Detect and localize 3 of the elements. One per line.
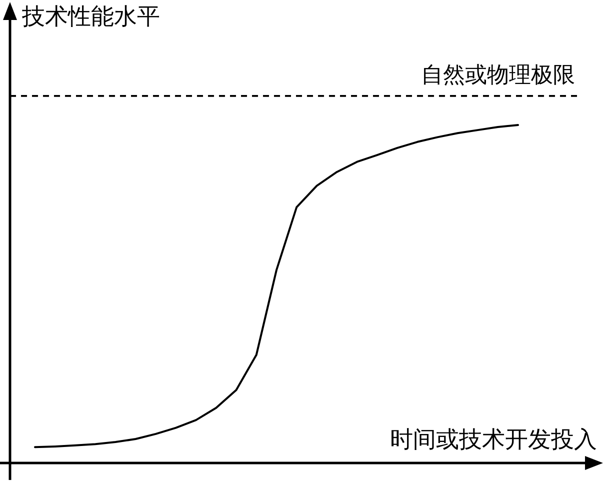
- y-axis-title: 技术性能水平: [21, 4, 160, 30]
- x-axis-title: 时间或技术开发投入: [390, 427, 597, 453]
- ref-line-label: 自然或物理极限: [421, 62, 575, 88]
